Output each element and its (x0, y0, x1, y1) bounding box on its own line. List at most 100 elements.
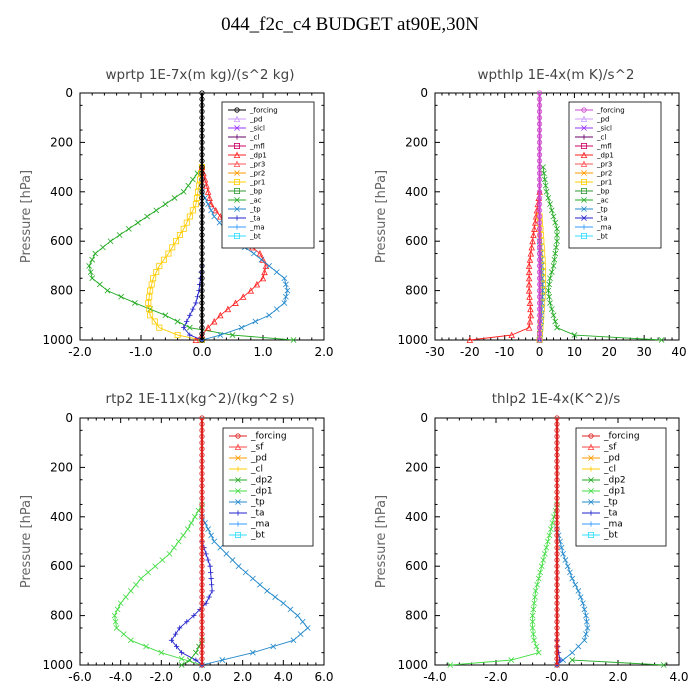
x-tick-label: -20 (460, 345, 480, 359)
y-tick-label: 600 (50, 559, 73, 573)
data-point (581, 606, 588, 613)
data-point (199, 532, 205, 538)
series-pr1 (145, 164, 205, 343)
data-point (199, 582, 205, 588)
data-point (207, 200, 215, 208)
data-point (209, 588, 215, 594)
x-tick-label: -0.0 (545, 670, 568, 684)
data-point (536, 269, 543, 275)
data-point (554, 637, 560, 643)
data-point (117, 600, 124, 607)
data-point (554, 458, 560, 464)
data-point (199, 90, 205, 96)
data-point (554, 508, 560, 514)
data-point (262, 262, 270, 269)
data-point (583, 612, 589, 619)
data-point (270, 643, 277, 650)
data-point (199, 158, 205, 164)
data-point (548, 269, 555, 275)
data-point (89, 275, 96, 282)
data-point (224, 305, 232, 313)
data-point (536, 201, 543, 207)
legend-item: _pr2 (249, 170, 265, 178)
data-point (526, 317, 534, 325)
y-tick-label: 400 (405, 510, 428, 524)
data-point (116, 232, 123, 238)
data-point (538, 563, 545, 570)
legend-marker (580, 151, 588, 158)
series-dp2 (569, 657, 667, 668)
data-point (199, 152, 205, 158)
data-point (208, 575, 214, 582)
data-point (554, 477, 560, 483)
data-point (199, 662, 205, 668)
data-point (554, 588, 560, 594)
data-point (534, 581, 541, 588)
data-point (199, 563, 205, 569)
data-point (536, 127, 543, 133)
legend-marker (234, 215, 240, 221)
data-point (281, 300, 288, 306)
data-point (153, 207, 160, 214)
data-point (550, 263, 557, 269)
data-point (162, 312, 169, 319)
data-point (199, 300, 205, 306)
data-point (206, 194, 213, 201)
legend-item: _sicl (249, 125, 265, 133)
data-point (127, 637, 134, 644)
data-point (529, 612, 536, 619)
data-point (118, 293, 125, 300)
data-point (554, 662, 560, 668)
legend-marker (588, 466, 594, 472)
data-point (92, 250, 99, 257)
y-tick-label: 1000 (42, 333, 73, 347)
legend-item: _forcing (603, 432, 640, 442)
panel-title: wprtp 1E-7x(m kg)/(s^2 kg) (106, 67, 295, 83)
data-point (185, 182, 192, 189)
legend-marker (588, 521, 594, 527)
data-point (146, 306, 153, 313)
data-point (548, 207, 555, 214)
data-point (554, 520, 560, 526)
data-point (199, 108, 205, 115)
legend-marker (581, 178, 588, 185)
data-point (199, 464, 205, 470)
data-point (239, 293, 247, 300)
data-point (526, 299, 534, 306)
data-point (199, 189, 205, 195)
legend-item: _tp (250, 498, 265, 508)
x-tick-label: -2.0 (68, 345, 91, 359)
legend-item: _dp1 (603, 487, 626, 497)
data-point (660, 662, 667, 668)
data-point (150, 275, 157, 282)
legend-item: _bt (249, 233, 261, 241)
data-point (554, 495, 560, 501)
legend-marker (581, 215, 587, 221)
legend-item: _bt (596, 233, 608, 241)
data-point (165, 250, 172, 257)
data-point (205, 526, 211, 533)
data-point (536, 331, 543, 337)
data-point (199, 606, 205, 613)
legend-item: _pr1 (596, 179, 612, 187)
legend-marker (233, 160, 241, 167)
y-tick-label: 0 (420, 411, 428, 425)
legend-marker (235, 455, 241, 461)
data-point (541, 176, 548, 183)
data-point (199, 213, 205, 220)
data-point (113, 625, 120, 631)
legend-marker (581, 142, 588, 149)
y-tick-label: 800 (50, 609, 73, 623)
x-tick-label: -4.0 (423, 670, 446, 684)
legend-item: _pr2 (596, 170, 612, 178)
data-point (135, 219, 141, 226)
data-point (508, 331, 515, 339)
data-point (199, 538, 205, 545)
data-point (535, 575, 542, 582)
data-point (256, 250, 264, 257)
data-point (178, 655, 185, 662)
legend-marker (581, 232, 588, 239)
data-point (199, 145, 205, 152)
data-point (266, 312, 272, 319)
legend-item: _bp (596, 188, 610, 196)
